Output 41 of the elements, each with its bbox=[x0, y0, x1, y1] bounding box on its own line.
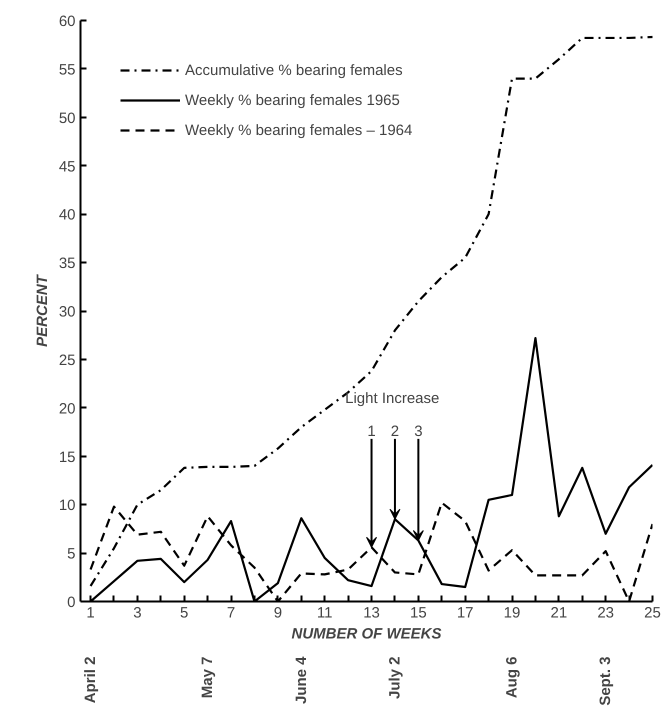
y-tick-label: 0 bbox=[67, 594, 76, 611]
x-tick-label: 3 bbox=[133, 604, 142, 622]
annotation: 2 bbox=[390, 422, 400, 440]
x2-tick-label: April 2 bbox=[82, 656, 100, 704]
legend-label: Weekly % bearing females – 1964 bbox=[185, 122, 412, 138]
x-tick-label: 11 bbox=[316, 604, 332, 622]
x2-tick-label: July 2 bbox=[386, 656, 404, 700]
legend-label: Accumulative % bearing females bbox=[185, 62, 403, 78]
x-tick-label: 23 bbox=[597, 604, 614, 622]
x-tick-label: 1 bbox=[86, 604, 95, 622]
x-tick-label: 21 bbox=[550, 604, 568, 622]
y-tick-label: 15 bbox=[58, 448, 76, 466]
y-axis-title: PERCENT bbox=[34, 273, 51, 347]
y-tick-label: 50 bbox=[58, 110, 76, 127]
x-tick-label: 17 bbox=[456, 604, 474, 622]
y-tick-label: 30 bbox=[58, 304, 76, 320]
x-tick-label: 13 bbox=[363, 604, 380, 622]
x2-tick-label: June 4 bbox=[292, 656, 310, 704]
y-tick-label: 60 bbox=[58, 13, 76, 30]
x-tick-label: 9 bbox=[274, 604, 282, 622]
x2-tick-label: May 7 bbox=[199, 656, 216, 698]
x2-tick-label: Sept. 3 bbox=[597, 656, 614, 706]
annotation: 1 bbox=[367, 422, 376, 440]
x-tick-label: 15 bbox=[410, 604, 427, 622]
y-tick-label: 10 bbox=[58, 497, 76, 514]
y-tick-label: 25 bbox=[58, 352, 76, 369]
x-tick-label: 25 bbox=[644, 604, 661, 622]
x-axis-title: NUMBER OF WEEKS bbox=[292, 626, 442, 642]
y-tick-label: 5 bbox=[67, 546, 76, 563]
x2-tick-label: Aug 6 bbox=[504, 656, 521, 698]
y-tick-label: 20 bbox=[58, 400, 76, 418]
annotation: 3 bbox=[414, 422, 423, 440]
legend-label: Weekly % bearing females 1965 bbox=[185, 92, 400, 108]
y-tick-label: 45 bbox=[58, 158, 76, 176]
x-tick-label: 7 bbox=[226, 604, 236, 622]
y-tick-label: 35 bbox=[58, 255, 76, 272]
x-tick-label: 5 bbox=[180, 604, 188, 622]
annotation: Light Increase bbox=[345, 390, 440, 407]
y-tick-label: 40 bbox=[58, 206, 76, 224]
y-tick-label: 55 bbox=[58, 61, 76, 78]
x-tick-label: 19 bbox=[504, 604, 520, 622]
